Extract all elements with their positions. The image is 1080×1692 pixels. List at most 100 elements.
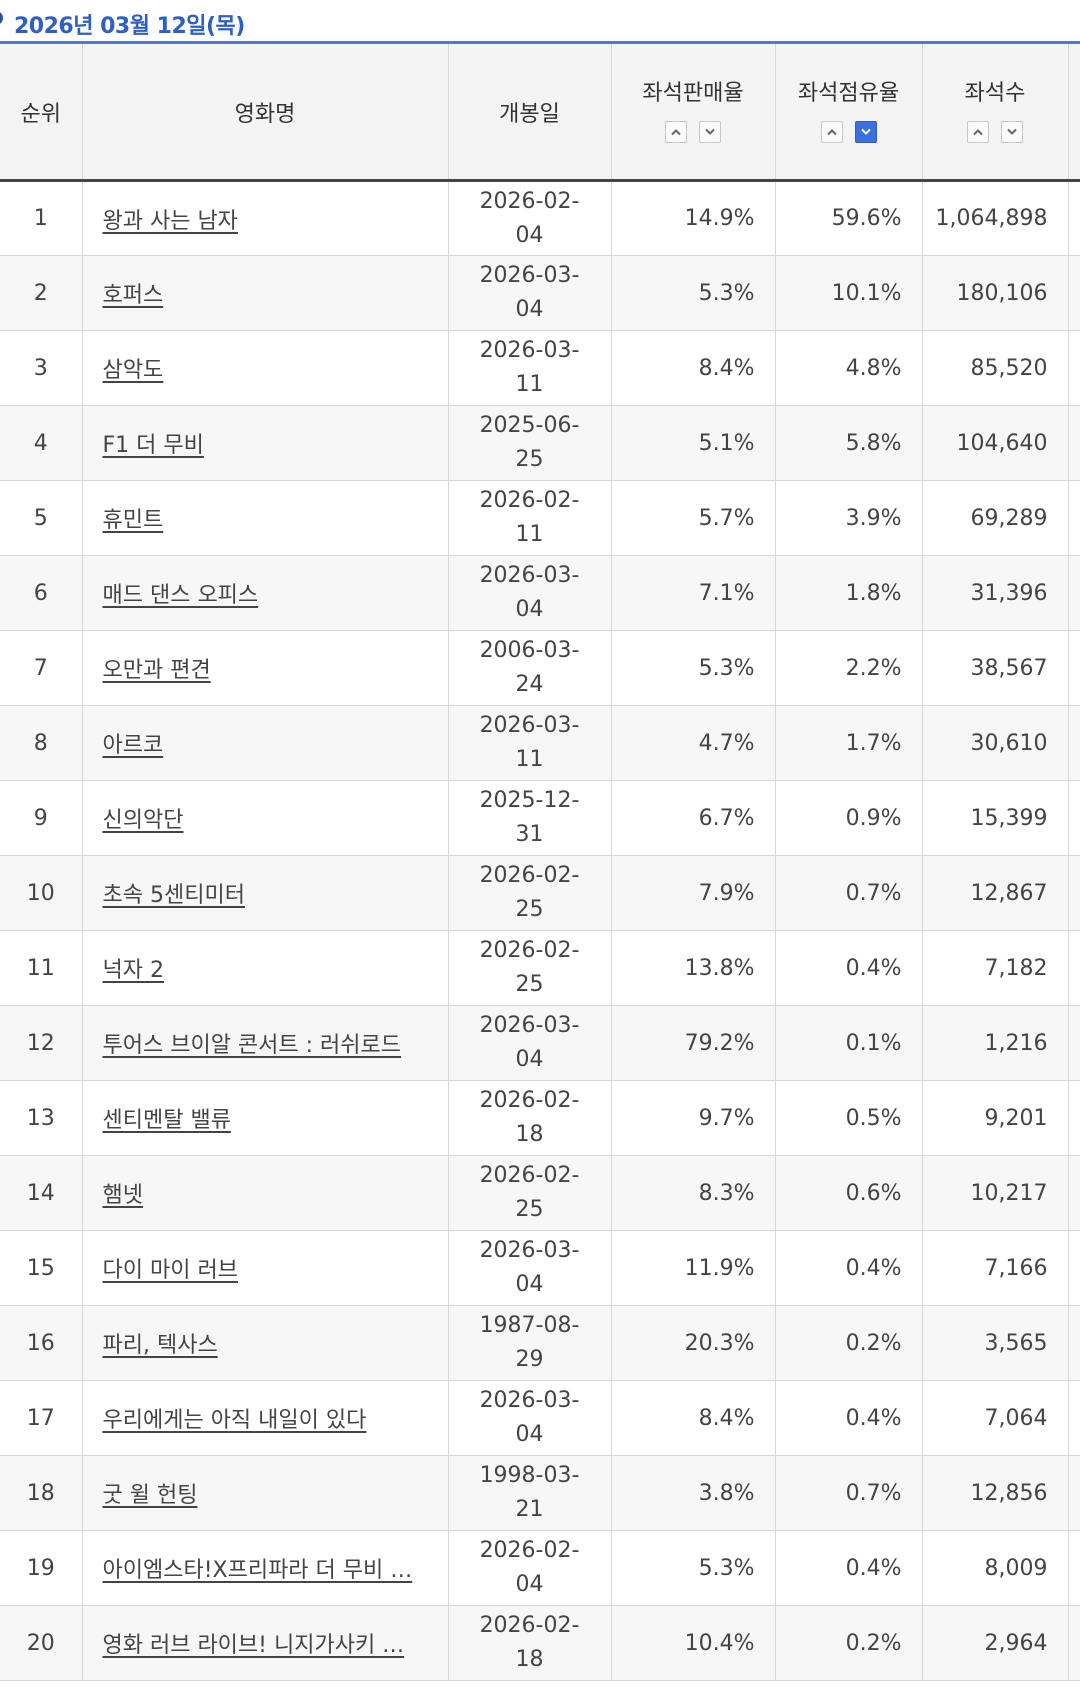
movie-title-link[interactable]: 영화 러브 라이브! 니지가사키 … bbox=[102, 1633, 405, 1658]
overflow-cell bbox=[1068, 405, 1080, 481]
title-cell: 넉자 2 bbox=[82, 930, 449, 1006]
seat-share-cell: 4.8% bbox=[775, 330, 923, 406]
open-date-year-month: 2025-12- bbox=[479, 788, 580, 813]
seat-sales-cell: 79.2% bbox=[611, 1005, 776, 1081]
movie-title-link[interactable]: 다이 마이 러브 bbox=[102, 1258, 238, 1283]
title-cell: 아이엠스타!X프리파라 더 무비 … bbox=[82, 1530, 449, 1606]
movie-title-link[interactable]: 넉자 2 bbox=[102, 958, 164, 983]
table-row: 2 호퍼스 2026-03- 04 5.3% 10.1% 180,106 bbox=[0, 255, 1080, 331]
movie-title-link[interactable]: 오만과 편견 bbox=[102, 658, 211, 683]
open-date-day: 11 bbox=[515, 522, 544, 547]
seat-sales-cell: 10.4% bbox=[611, 1605, 776, 1681]
seats-cell: 38,567 bbox=[922, 630, 1069, 706]
open-date-day: 04 bbox=[515, 297, 544, 322]
title-cell: 아르코 bbox=[82, 705, 449, 781]
table-row: 13 센티멘탈 밸류 2026-02- 18 9.7% 0.5% 9,201 bbox=[0, 1080, 1080, 1156]
seats-cell: 7,182 bbox=[922, 930, 1069, 1006]
title-cell: F1 더 무비 bbox=[82, 405, 449, 481]
date-header: 2026년 03월 12일(목) bbox=[0, 0, 1080, 44]
table-row: 4 F1 더 무비 2025-06- 25 5.1% 5.8% 104,640 bbox=[0, 405, 1080, 481]
open-date-day: 18 bbox=[515, 1647, 544, 1672]
sort-descending-button[interactable] bbox=[1001, 120, 1023, 143]
seats-cell: 2,964 bbox=[922, 1605, 1069, 1681]
column-header-seats: 좌석수 bbox=[922, 44, 1069, 182]
title-cell: 영화 러브 라이브! 니지가사키 … bbox=[82, 1605, 449, 1681]
seats-cell: 15,399 bbox=[922, 780, 1069, 856]
chevron-down-icon bbox=[705, 128, 715, 135]
open-date-cell: 2026-03- 04 bbox=[448, 255, 612, 331]
seat-sales-cell: 5.3% bbox=[611, 255, 776, 331]
movie-title-link[interactable]: F1 더 무비 bbox=[102, 433, 204, 458]
sort-ascending-button[interactable] bbox=[820, 120, 843, 143]
movie-title-link[interactable]: 호퍼스 bbox=[102, 283, 164, 308]
chevron-up-icon bbox=[973, 128, 983, 135]
sort-ascending-button[interactable] bbox=[967, 120, 989, 143]
seat-sales-cell: 7.1% bbox=[611, 555, 776, 631]
overflow-cell bbox=[1068, 330, 1080, 406]
movie-title-link[interactable]: 왕과 사는 남자 bbox=[102, 208, 238, 234]
overflow-cell bbox=[1068, 705, 1080, 781]
open-date-year-month: 2026-02- bbox=[479, 1163, 580, 1188]
open-date-year-month: 2026-02- bbox=[479, 863, 580, 888]
rank-cell: 17 bbox=[0, 1380, 83, 1456]
movie-title-link[interactable]: 아이엠스타!X프리파라 더 무비 … bbox=[102, 1558, 413, 1583]
open-date-day: 11 bbox=[515, 372, 544, 397]
open-date-year-month: 2026-03- bbox=[479, 338, 580, 363]
rank-cell: 19 bbox=[0, 1530, 83, 1606]
rank-cell: 7 bbox=[0, 630, 83, 706]
sort-descending-button[interactable] bbox=[699, 120, 721, 143]
title-cell: 신의악단 bbox=[82, 780, 449, 856]
open-date-day: 04 bbox=[515, 1272, 544, 1297]
movie-title-link[interactable]: 아르코 bbox=[102, 733, 164, 758]
seat-share-cell: 1.7% bbox=[775, 705, 923, 781]
sort-descending-button-active[interactable] bbox=[854, 120, 877, 143]
rank-cell: 9 bbox=[0, 780, 83, 856]
movie-title-link[interactable]: 매드 댄스 오피스 bbox=[102, 583, 259, 608]
movie-title-link[interactable]: 센티멘탈 밸류 bbox=[102, 1108, 231, 1133]
seat-sales-cell: 7.9% bbox=[611, 855, 776, 931]
sort-ascending-button[interactable] bbox=[665, 120, 687, 143]
movie-title-link[interactable]: 휴민트 bbox=[102, 508, 164, 533]
open-date-day: 29 bbox=[515, 1347, 544, 1372]
title-cell: 오만과 편견 bbox=[82, 630, 449, 706]
seat-sales-cell: 5.1% bbox=[611, 405, 776, 481]
open-date-cell: 2026-02- 04 bbox=[448, 1530, 612, 1606]
movie-title-link[interactable]: 파리, 텍사스 bbox=[102, 1333, 218, 1358]
column-header-seat-sales: 좌석판매율 bbox=[611, 44, 776, 182]
rank-cell: 1 bbox=[0, 180, 83, 256]
seat-share-cell: 1.8% bbox=[775, 555, 923, 631]
open-date-year-month: 2026-02- bbox=[479, 1538, 580, 1563]
movie-title-link[interactable]: 신의악단 bbox=[102, 808, 184, 833]
overflow-cell bbox=[1068, 630, 1080, 706]
table-row: 17 우리에게는 아직 내일이 있다 2026-03- 04 8.4% 0.4% 7,064 bbox=[0, 1380, 1080, 1456]
movie-title-link[interactable]: 투어스 브이알 콘서트 : 러쉬로드 bbox=[102, 1033, 402, 1058]
table-row: 11 넉자 2 2026-02- 25 13.8% 0.4% 7,182 bbox=[0, 930, 1080, 1006]
title-cell: 삼악도 bbox=[82, 330, 449, 406]
overflow-cell bbox=[1068, 855, 1080, 931]
table-row: 12 투어스 브이알 콘서트 : 러쉬로드 2026-03- 04 79.2% 0.1% 1… bbox=[0, 1005, 1080, 1081]
table-row: 8 아르코 2026-03- 11 4.7% 1.7% 30,610 bbox=[0, 705, 1080, 781]
open-date-cell: 2026-02- 25 bbox=[448, 855, 612, 931]
seat-share-cell: 0.2% bbox=[775, 1305, 923, 1381]
movie-title-link[interactable]: 햄넷 bbox=[102, 1183, 143, 1208]
movie-title-link[interactable]: 삼악도 bbox=[102, 358, 164, 383]
title-cell: 투어스 브이알 콘서트 : 러쉬로드 bbox=[82, 1005, 449, 1081]
movie-title-link[interactable]: 굿 윌 헌팅 bbox=[102, 1483, 198, 1508]
open-date-cell: 2026-03- 04 bbox=[448, 1005, 612, 1081]
open-date-year-month: 2026-03- bbox=[479, 1013, 580, 1038]
overflow-cell bbox=[1068, 1455, 1080, 1531]
movie-title-link[interactable]: 초속 5센티미터 bbox=[102, 883, 245, 908]
open-date-cell: 2006-03- 24 bbox=[448, 630, 612, 706]
column-header-rank: 순위 bbox=[0, 44, 83, 182]
open-date-cell: 2026-02- 25 bbox=[448, 1155, 612, 1231]
movie-title-link[interactable]: 우리에게는 아직 내일이 있다 bbox=[102, 1408, 367, 1433]
title-cell: 햄넷 bbox=[82, 1155, 449, 1231]
seats-cell: 10,217 bbox=[922, 1155, 1069, 1231]
overflow-cell bbox=[1068, 480, 1080, 556]
seat-sales-cell: 8.4% bbox=[611, 330, 776, 406]
seat-sales-cell: 5.3% bbox=[611, 1530, 776, 1606]
seats-cell: 7,064 bbox=[922, 1380, 1069, 1456]
seat-share-label: 좌석점유율 bbox=[797, 80, 900, 106]
open-date-year-month: 2026-02- bbox=[479, 1088, 580, 1113]
seats-cell: 7,166 bbox=[922, 1230, 1069, 1306]
